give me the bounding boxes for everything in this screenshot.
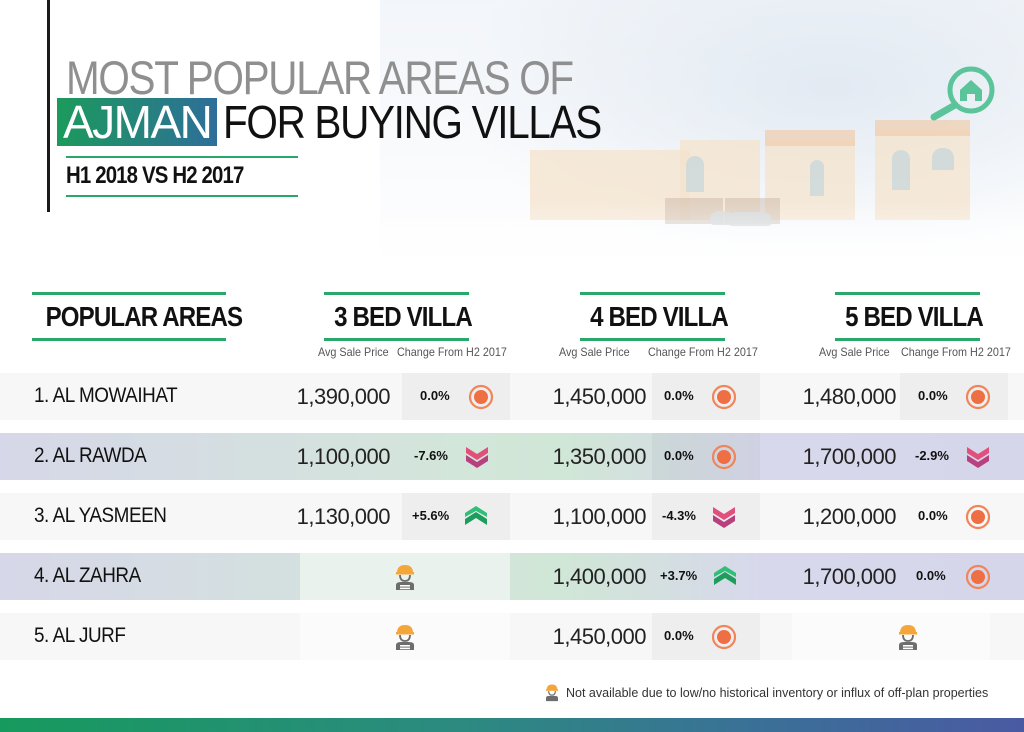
- change-cell-5bed: 0.0%: [900, 373, 1008, 420]
- price-3bed: 1,100,000: [296, 444, 391, 469]
- change-value: 0.0%: [664, 388, 694, 403]
- change-value: 0.0%: [918, 388, 948, 403]
- not-available-cell-5bed: [792, 613, 990, 660]
- header-4-bed-villa: 4 BED VILLA: [580, 292, 729, 341]
- bottom-gradient-bar: [0, 718, 1024, 732]
- footnote: Not available due to low/no historical i…: [544, 683, 988, 702]
- price-4bed: 1,400,000: [552, 564, 647, 589]
- not-available-cell-3bed: [300, 553, 510, 600]
- construction-worker-icon: [899, 625, 917, 650]
- change-value: 0.0%: [420, 388, 450, 403]
- title-accent-bar: [47, 0, 50, 212]
- neutral-target-icon: [468, 384, 494, 410]
- subheader-4bed-price: Avg Sale Price: [559, 345, 630, 359]
- subheader-4bed-change: Change From H2 2017: [648, 345, 758, 359]
- header-3-bed-villa: 3 BED VILLA: [324, 292, 473, 341]
- table-row-al-mowaihat: 1. AL MOWAIHAT 1,390,000 0.0% 1,450,000 …: [0, 373, 1024, 420]
- subtitle-rule-bottom: [66, 195, 298, 197]
- not-available-cell-3bed: [300, 613, 510, 660]
- change-value: -2.9%: [915, 448, 949, 463]
- subtitle-rule-top: [66, 156, 298, 158]
- price-5bed: 1,700,000: [802, 444, 897, 469]
- construction-worker-icon: [396, 625, 414, 650]
- change-cell-3bed: 0.0%: [402, 373, 510, 420]
- neutral-target-icon: [965, 384, 991, 410]
- table-row-al-zahra: 4. AL ZAHRA 1,400,000 +3.7% 1,700,000 0.…: [0, 553, 1024, 600]
- change-value: 0.0%: [664, 448, 694, 463]
- subheader-3bed-price: Avg Sale Price: [318, 345, 389, 359]
- header-5-bed-villa: 5 BED VILLA: [835, 292, 984, 341]
- neutral-target-icon: [711, 384, 737, 410]
- change-value: 0.0%: [664, 628, 694, 643]
- change-cell-4bed: 0.0%: [652, 373, 760, 420]
- neutral-target-icon: [711, 624, 737, 650]
- price-5bed: 1,200,000: [802, 504, 897, 529]
- price-4bed: 1,100,000: [552, 504, 647, 529]
- change-value: -4.3%: [662, 508, 696, 523]
- change-cell-4bed: 0.0%: [652, 433, 760, 480]
- area-name: 4. AL ZAHRA: [34, 564, 141, 587]
- construction-worker-icon: [546, 684, 558, 702]
- down-chevrons-icon: [967, 447, 989, 468]
- change-cell-4bed: 0.0%: [652, 613, 760, 660]
- neutral-target-icon: [711, 444, 737, 470]
- search-house-icon: [930, 66, 995, 121]
- change-cell-5bed: 0.0%: [900, 493, 1008, 540]
- change-cell-5bed: 0.0%: [900, 553, 1008, 600]
- price-5bed: 1,480,000: [802, 384, 897, 409]
- price-5bed: 1,700,000: [802, 564, 897, 589]
- footnote-text: Not available due to low/no historical i…: [566, 685, 989, 700]
- up-chevrons-icon: [714, 566, 736, 585]
- title-highlight-ajman: AJMAN: [57, 98, 218, 146]
- change-cell-3bed: -7.6%: [402, 433, 510, 480]
- area-name: 1. AL MOWAIHAT: [34, 384, 178, 407]
- area-name: 5. AL JURF: [34, 624, 126, 647]
- table-row-al-jurf: 5. AL JURF 1,450,000 0.0%: [0, 613, 1024, 660]
- subheader-5bed-change: Change From H2 2017: [901, 345, 1011, 359]
- header-popular-areas: POPULAR AREAS: [32, 292, 243, 341]
- subtitle: H1 2018 VS H2 2017: [66, 162, 244, 189]
- area-name: 2. AL RAWDA: [34, 444, 147, 467]
- price-4bed: 1,450,000: [552, 624, 647, 649]
- price-4bed: 1,350,000: [552, 444, 647, 469]
- up-chevrons-icon: [465, 506, 487, 525]
- down-chevrons-icon: [713, 507, 735, 528]
- down-chevrons-icon: [466, 447, 488, 468]
- title-rest: FOR BUYING VILLAS: [223, 96, 602, 148]
- subheader-5bed-price: Avg Sale Price: [819, 345, 890, 359]
- table-row-al-yasmeen: 3. AL YASMEEN 1,130,000 +5.6% 1,100,000 …: [0, 493, 1024, 540]
- subheader-3bed-change: Change From H2 2017: [397, 345, 507, 359]
- title-line-1: MOST POPULAR AREAS OF: [66, 51, 574, 104]
- area-name: 3. AL YASMEEN: [34, 504, 167, 527]
- change-value: +5.6%: [412, 508, 450, 523]
- background-fade: [380, 200, 1024, 300]
- change-value: 0.0%: [918, 508, 948, 523]
- construction-worker-icon: [396, 565, 414, 590]
- neutral-target-icon: [965, 564, 991, 590]
- price-3bed: 1,130,000: [296, 504, 391, 529]
- price-4bed: 1,450,000: [552, 384, 647, 409]
- change-cell-5bed: -2.9%: [900, 433, 1008, 480]
- change-cell-3bed: +5.6%: [402, 493, 510, 540]
- change-value: -7.6%: [414, 448, 448, 463]
- change-value: 0.0%: [916, 568, 946, 583]
- change-cell-4bed: -4.3%: [652, 493, 760, 540]
- change-value: +3.7%: [660, 568, 698, 583]
- title-line-2: AJMAN FOR BUYING VILLAS: [57, 96, 653, 148]
- price-3bed: 1,390,000: [296, 384, 391, 409]
- change-cell-4bed: +3.7%: [652, 553, 760, 600]
- neutral-target-icon: [965, 504, 991, 530]
- table-row-al-rawda: 2. AL RAWDA 1,100,000 -7.6% 1,350,000 0.…: [0, 433, 1024, 480]
